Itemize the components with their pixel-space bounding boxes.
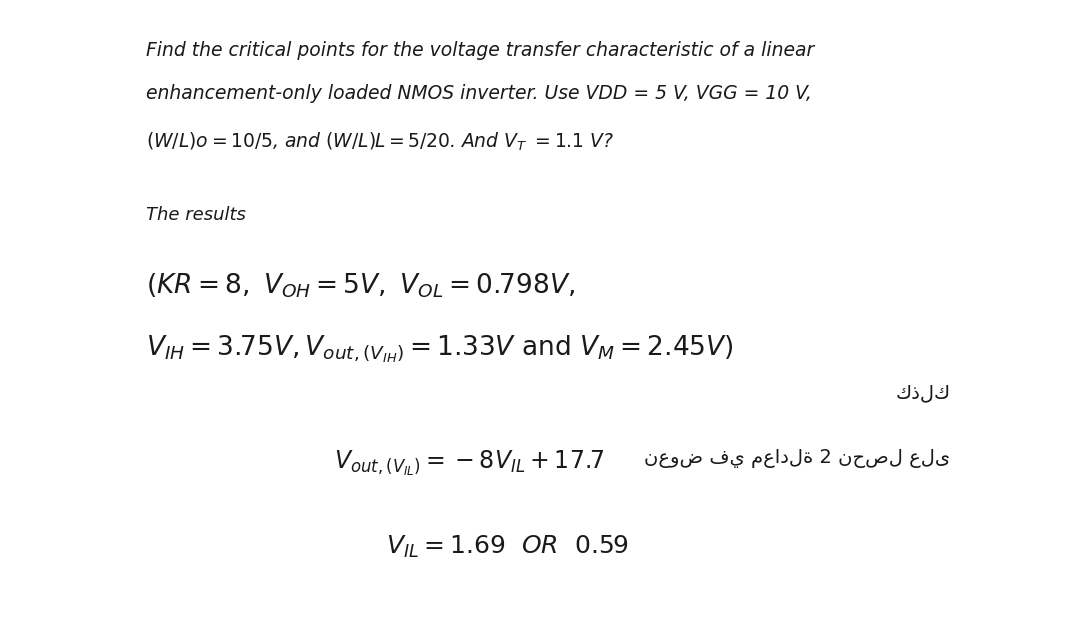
Text: نعوض في معادلة 2 نحصل على: نعوض في معادلة 2 نحصل على <box>645 449 950 468</box>
Text: كذلك: كذلك <box>895 384 950 402</box>
Text: Find the critical points for the voltage transfer characteristic of a linear: Find the critical points for the voltage… <box>146 41 814 59</box>
Text: $(W/L)o = 10/5$, and $(W/L)L = 5/20$. And $V_T$ $= 1.1$ V?: $(W/L)o = 10/5$, and $(W/L)L = 5/20$. An… <box>146 131 615 154</box>
Text: $V_{IH} = 3.75V, V_{out,(V_{IH})} = 1.33V\ \mathrm{and}\ V_M = 2.45V)$: $V_{IH} = 3.75V, V_{out,(V_{IH})} = 1.33… <box>146 334 733 366</box>
Text: enhancement-only loaded NMOS inverter. Use VDD = 5 V, VGG = 10 V,: enhancement-only loaded NMOS inverter. U… <box>146 84 812 103</box>
Text: $(KR = 8,\ V_{OH} = 5V,\ V_{OL} = 0.798V,$: $(KR = 8,\ V_{OH} = 5V,\ V_{OL} = 0.798V… <box>146 271 575 300</box>
Text: $V_{out,(V_{IL})}=-8V_{IL}+17.7$: $V_{out,(V_{IL})}=-8V_{IL}+17.7$ <box>334 449 605 479</box>
Text: The results: The results <box>146 206 245 224</box>
Text: $V_{IL} = 1.69\ \ OR\ \ 0.59$: $V_{IL} = 1.69\ \ OR\ \ 0.59$ <box>386 534 630 560</box>
